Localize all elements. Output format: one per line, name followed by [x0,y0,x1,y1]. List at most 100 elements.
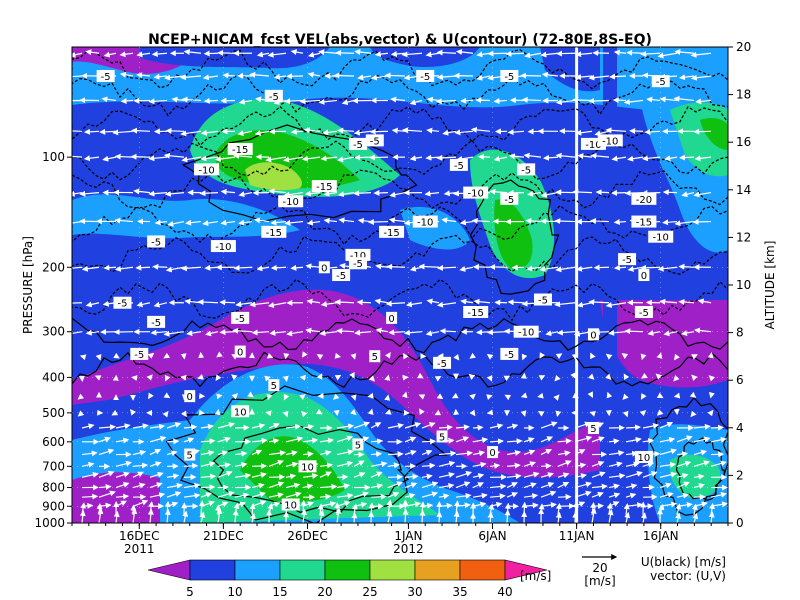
wind-vector-arrow [268,481,285,489]
wind-vector-arrow [426,127,440,134]
wind-vector-arrow [655,373,663,380]
wind-vector-arrow [351,512,358,523]
wind-vector-arrow [455,424,470,431]
wind-vector-arrow [136,301,151,308]
contour-label: -5 [420,72,430,83]
wind-vector-arrow [115,482,130,489]
wind-vector-arrow [79,510,86,523]
wind-vector-arrow [149,423,166,430]
wind-vector-arrow [81,471,99,478]
wind-vector-arrow [353,460,365,467]
wind-vector-arrow [357,74,372,81]
wind-vector-arrow [691,354,698,360]
wind-vector-arrow [595,189,610,196]
wind-vector-arrow [489,438,504,445]
wind-vector-arrow [591,436,605,443]
wind-vector-arrow [337,191,355,198]
contour-label-box [436,430,448,443]
wind-vector-arrow [238,191,253,198]
wind-vector-arrow [84,128,100,135]
wind-vector-arrow [375,327,389,334]
wind-vector-arrow [334,374,342,381]
wind-vector-arrow [266,393,273,401]
contour-label-box [369,350,381,363]
wind-vector-arrow [199,190,219,197]
wind-vector-arrow [301,508,308,523]
wind-vector-arrow [438,493,450,500]
wind-vector-arrow [299,393,306,401]
wind-vector-arrow [205,330,219,337]
wind-vector-arrow [708,375,716,382]
wind-vector-arrow [624,511,631,523]
contour-label-box [517,163,536,176]
wind-vector-arrow [471,217,491,224]
wind-vector-arrow [609,73,627,80]
u-contour-line [72,234,728,275]
wind-vector-arrow [676,435,693,443]
wind-vector-arrow [574,473,587,479]
wind-vector-arrow [403,329,423,336]
wind-vector-arrow [319,450,332,456]
wind-vector-arrow [285,482,301,489]
wind-vector-arrow [300,499,307,515]
wind-vector-arrow [384,72,406,79]
wind-vector-arrow [200,492,213,498]
contour-label: 0 [489,448,495,459]
wind-vector-arrow [98,424,116,431]
wind-vector-arrow [249,301,270,308]
wind-vector-arrow [77,410,85,417]
date-tick-label: 16DEC [119,529,159,543]
wind-vector-arrow [335,507,342,523]
wind-vector-arrow [285,450,298,457]
reference-unit: [m/s] [584,574,615,588]
colorbar-tick-label: 5 [186,585,194,599]
wind-vector-arrow [404,501,421,508]
u-contour-line [165,385,448,523]
wind-vector-arrow [404,449,417,456]
wind-vector-arrow [251,329,270,336]
wind-vector-arrow [695,98,712,105]
wind-vector-arrow [181,96,202,103]
wind-vector-arrow [102,155,117,162]
wind-vector-arrow [540,472,554,478]
contour-label-box [638,269,650,282]
contour-label-box [113,296,132,309]
wind-vector-arrow [521,501,528,515]
contour-label-box [648,230,674,243]
wind-vector-arrow [367,219,389,226]
colorbar-swatch [234,559,281,581]
wind-vector-arrow [459,265,474,272]
wind-vector-arrow [234,501,247,508]
wind-vector-arrow [520,410,527,417]
wind-vector-arrow [254,217,270,224]
wind-vector-arrow [316,373,323,380]
wind-vector-arrow [575,51,593,58]
wind-vector-arrow [217,450,229,457]
wind-vector-arrow [285,491,302,498]
wind-vector-arrow [506,423,519,430]
wind-vector-arrow [267,51,287,58]
contour-label: -10 [585,140,601,151]
pressure-tick-label: 100 [42,150,65,164]
wind-vector-arrow [710,491,728,498]
wind-vector-arrow [523,502,539,509]
wind-vector-arrow [438,472,455,478]
wind-vector-arrow [337,127,355,134]
wind-vector-arrow [115,423,131,430]
contour-label-box [130,347,149,360]
wind-vector-arrow [613,264,627,271]
wind-vector-arrow [147,352,155,359]
wind-vector-arrow [183,482,201,489]
wind-vector-arrow [103,264,117,271]
wind-vector-arrow [676,460,692,467]
contour-label: 10 [638,453,651,464]
colorbar-tick-label: 25 [362,585,377,599]
wind-vector-arrow [681,330,695,336]
contour-label-box [463,305,489,318]
wind-vector-arrow [523,461,537,467]
wind-vector-arrow [199,511,206,523]
wind-vector-arrow [166,450,178,457]
wind-vector-arrow [285,473,297,480]
wind-vector-arrow [611,155,627,162]
wind-vector-arrow [693,191,712,198]
